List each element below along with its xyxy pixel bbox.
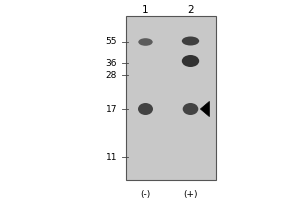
Text: 1: 1 bbox=[142, 5, 149, 15]
Text: 55: 55 bbox=[106, 38, 117, 46]
Bar bbox=[126, 16, 216, 180]
Text: 2: 2 bbox=[187, 5, 194, 15]
Ellipse shape bbox=[183, 103, 198, 115]
Text: (-): (-) bbox=[140, 190, 151, 198]
Polygon shape bbox=[200, 101, 209, 117]
Text: 36: 36 bbox=[106, 58, 117, 68]
Ellipse shape bbox=[138, 38, 153, 46]
Ellipse shape bbox=[182, 36, 199, 46]
Text: 11: 11 bbox=[106, 152, 117, 162]
Ellipse shape bbox=[138, 103, 153, 115]
Ellipse shape bbox=[182, 55, 199, 67]
Text: 17: 17 bbox=[106, 104, 117, 114]
Text: 28: 28 bbox=[106, 71, 117, 79]
Text: (+): (+) bbox=[183, 190, 198, 198]
